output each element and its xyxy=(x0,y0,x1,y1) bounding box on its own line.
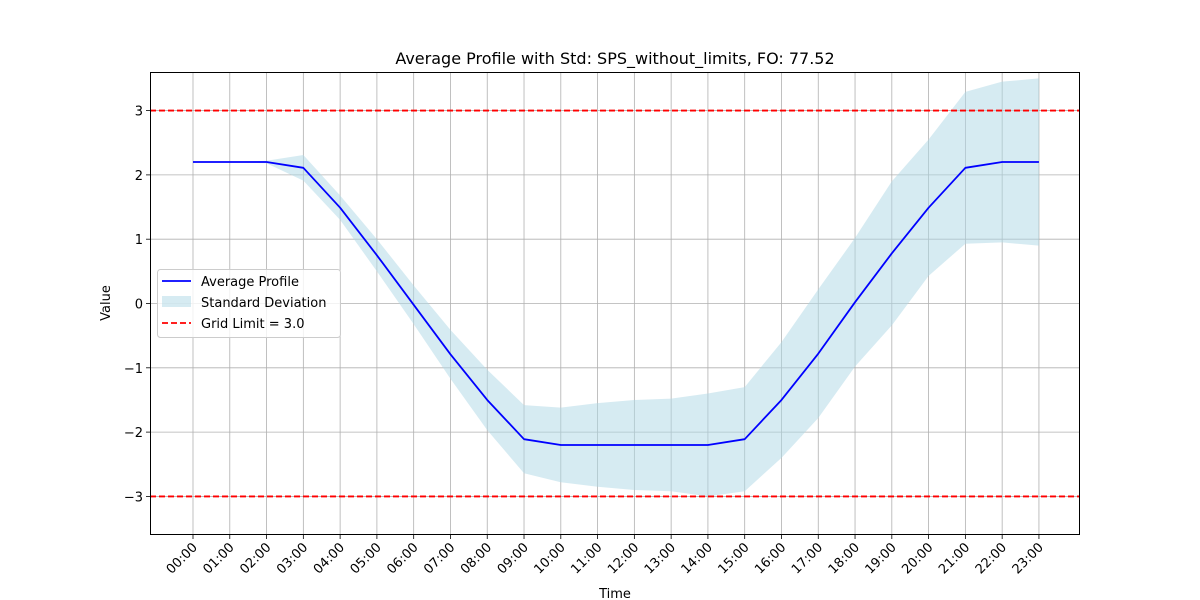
y-tick-label: 0 xyxy=(135,298,143,313)
y-tick-label: −3 xyxy=(124,490,143,505)
y-tick-label: 1 xyxy=(135,233,143,248)
legend-frame xyxy=(157,269,341,338)
average-profile-line xyxy=(193,161,1039,446)
y-axis-label: Value xyxy=(99,285,114,321)
y-tick-label: 3 xyxy=(135,105,143,120)
y-tick-label: 2 xyxy=(135,169,143,184)
y-tick-label: −2 xyxy=(124,426,143,441)
legend-limit-label: Grid Limit = 3.0 xyxy=(201,317,304,332)
grid-limit-lines xyxy=(150,109,1080,498)
legend: Average Profile Standard Deviation Grid … xyxy=(157,269,341,338)
y-tick-label: −1 xyxy=(124,362,143,377)
legend-std-swatch xyxy=(162,296,191,307)
x-axis-label: Time xyxy=(598,587,631,600)
std-band-area xyxy=(193,78,1039,497)
plot-frame xyxy=(150,72,1080,535)
legend-std-label: Standard Deviation xyxy=(201,296,326,311)
chart-title: Average Profile with Std: SPS_without_li… xyxy=(395,49,834,69)
average-profile-path xyxy=(193,161,1039,446)
legend-average-label: Average Profile xyxy=(201,275,299,290)
std-band xyxy=(193,78,1039,497)
